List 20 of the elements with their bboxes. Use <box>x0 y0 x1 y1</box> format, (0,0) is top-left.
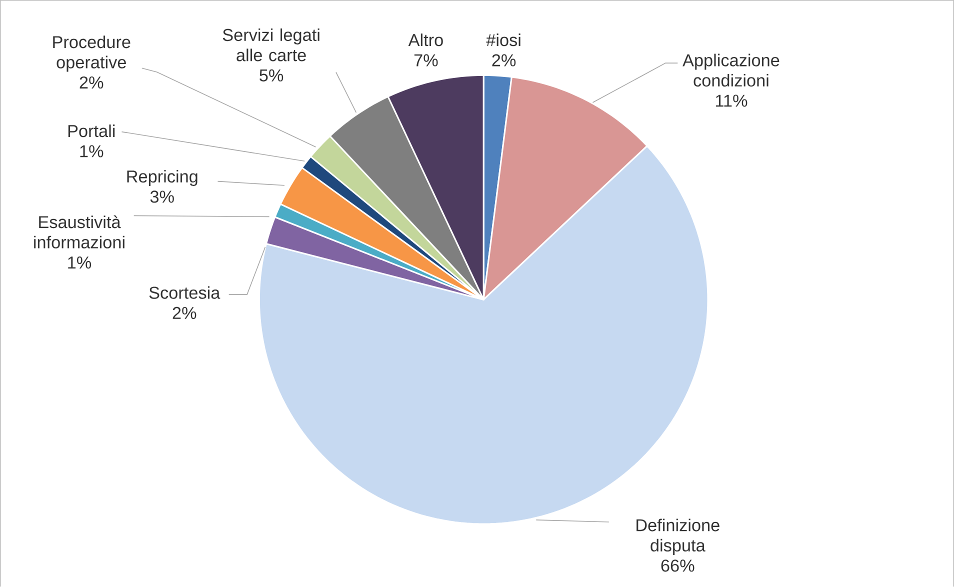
data-label: 2% <box>492 54 516 66</box>
slice-label: Altro <box>408 34 443 46</box>
slice-label: Scortesia <box>149 286 220 299</box>
data-label: 7% <box>414 54 438 66</box>
slice-label: Esaustività informazioni <box>34 215 124 248</box>
data-label: 66% <box>661 560 694 572</box>
data-label: 2% <box>172 306 196 319</box>
data-label: 11% <box>716 94 748 107</box>
data-label: 1% <box>80 145 104 158</box>
slice-label: Servizi legati alle carte <box>222 28 320 62</box>
data-label: 3% <box>150 190 174 203</box>
slice-label: Repricing <box>127 170 198 186</box>
slice-label: Portali <box>68 124 115 138</box>
slice-label: #iosi <box>486 34 520 46</box>
slice-label: Procedure operative <box>53 36 130 72</box>
data-label: 2% <box>80 76 104 89</box>
slice-label: Definizione disputa <box>636 518 720 555</box>
data-label: 1% <box>68 256 92 269</box>
data-label: 5% <box>260 69 284 82</box>
slice-label: Applicazione condizioni <box>682 54 780 87</box>
